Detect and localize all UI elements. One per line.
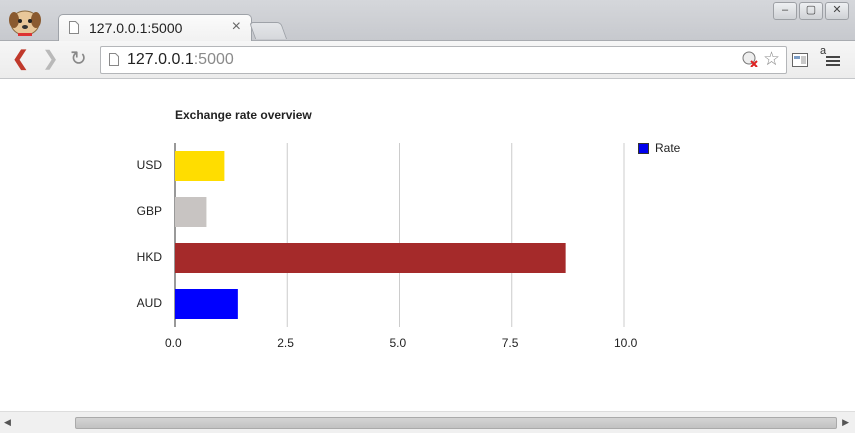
bar-aud[interactable]	[175, 289, 238, 319]
url-text: 127.0.0.1:5000	[127, 51, 234, 69]
category-label: AUD	[136, 296, 162, 310]
category-label: HKD	[136, 250, 162, 264]
forward-icon[interactable]: ❯	[42, 48, 59, 70]
chrome-logo-icon	[9, 10, 41, 36]
chart-title: Exchange rate overview	[175, 108, 312, 122]
maximize-button[interactable]: ▢	[799, 2, 823, 20]
scroll-thumb[interactable]	[75, 417, 837, 429]
reload-icon[interactable]: ↻	[70, 48, 87, 70]
page-icon	[109, 53, 119, 66]
url-host: 127.0.0.1	[127, 51, 194, 68]
bar-hkd[interactable]	[175, 243, 566, 273]
back-icon[interactable]: ❮	[12, 48, 29, 70]
x-tick-label: 2.5	[277, 336, 294, 350]
browser-toolbar: ❮ ❯ ↻ 127.0.0.1:5000 ☆ a	[0, 41, 855, 79]
address-bar[interactable]: 127.0.0.1:5000 ☆	[100, 46, 787, 74]
legend-label: Rate	[655, 141, 681, 155]
x-tick-label: 0.0	[165, 336, 182, 350]
x-tick-label: 7.5	[501, 336, 519, 350]
x-tick-label: 10.0	[614, 336, 638, 350]
bar-usd[interactable]	[175, 151, 225, 181]
window-titlebar: 127.0.0.1:5000 × – ▢ ✕	[0, 0, 855, 41]
tab-close-icon[interactable]: ×	[231, 18, 241, 35]
window-controls: – ▢ ✕	[773, 2, 849, 20]
category-label: USD	[136, 158, 162, 172]
blocked-content-icon[interactable]	[742, 51, 758, 67]
x-tick-label: 5.0	[389, 336, 407, 350]
legend-swatch	[638, 143, 649, 154]
tab-active[interactable]: 127.0.0.1:5000 ×	[58, 14, 252, 41]
url-port: :5000	[193, 51, 234, 68]
tab-title: 127.0.0.1:5000	[89, 20, 183, 36]
category-label: GBP	[136, 204, 162, 218]
bar-chart	[174, 143, 625, 327]
close-window-button[interactable]: ✕	[825, 2, 849, 20]
star-icon[interactable]: ☆	[762, 49, 780, 70]
translate-icon[interactable]: a	[820, 45, 827, 57]
minimize-button[interactable]: –	[773, 2, 797, 20]
page-icon	[69, 21, 79, 34]
bar-gbp[interactable]	[175, 197, 207, 227]
horizontal-scrollbar[interactable]: ◀ ▶	[0, 411, 855, 433]
menu-icon[interactable]	[826, 55, 840, 67]
scroll-right-arrow-icon[interactable]: ▶	[842, 417, 849, 427]
scroll-left-arrow-icon[interactable]: ◀	[4, 417, 11, 427]
extension-icon[interactable]	[792, 53, 808, 67]
